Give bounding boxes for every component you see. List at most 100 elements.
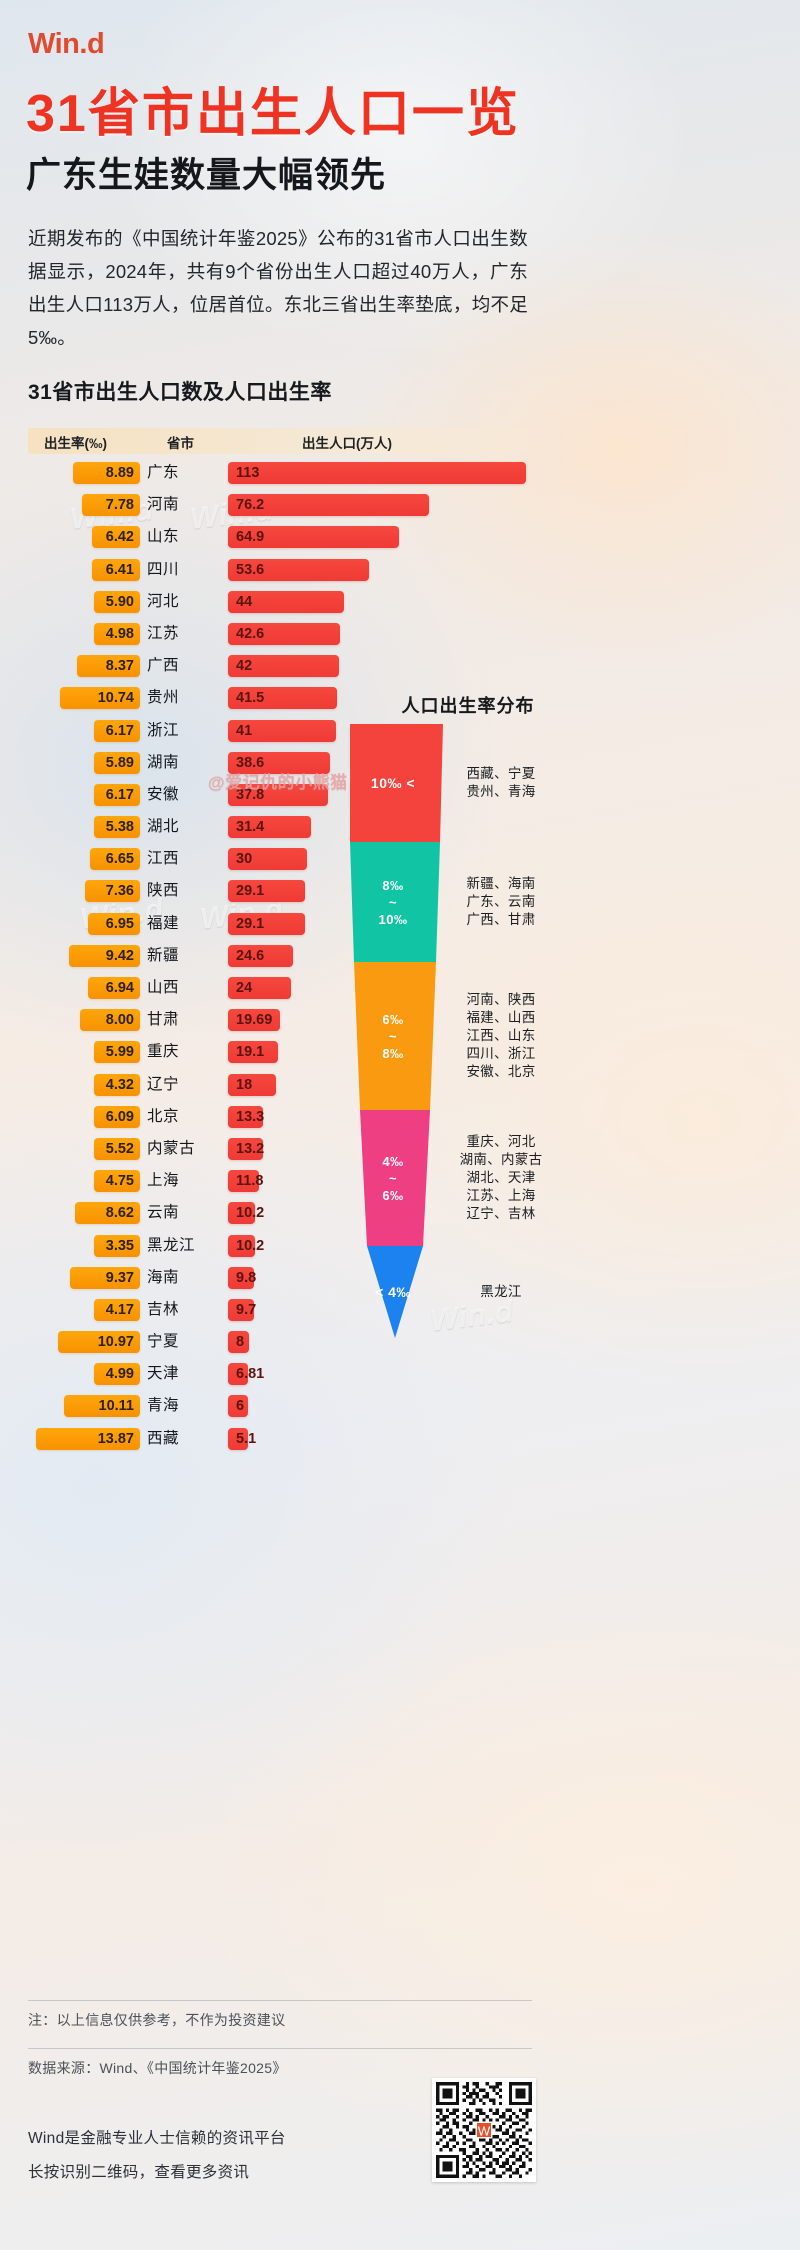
distribution-band: 6‰ ~8‰ 河南、陕西 福建、山西 江西、山东 四川、浙江 安徽、北京 — [350, 962, 560, 1110]
population-cell: 8 — [228, 1327, 548, 1357]
qr-code-image: W — [436, 2082, 532, 2178]
table-row: 5.52 内蒙古 13.2 — [0, 1134, 560, 1166]
rate-cell: 4.17 — [28, 1295, 140, 1325]
province-name: 上海 — [147, 1172, 180, 1190]
population-bar — [228, 719, 337, 742]
rate-value: 4.17 — [105, 1301, 134, 1318]
population-bar — [228, 462, 526, 484]
rate-value: 10.97 — [97, 1334, 134, 1351]
rate-value: 4.98 — [105, 625, 134, 642]
province-name: 山东 — [147, 528, 180, 546]
rate-value: 10.11 — [98, 1398, 135, 1415]
population-cell: 11.8 — [228, 1166, 548, 1196]
rate-bar — [77, 655, 140, 678]
rate-bar — [87, 912, 140, 935]
population-cell: 5.1 — [228, 1424, 548, 1454]
rate-cell: 6.41 — [28, 555, 140, 585]
rate-cell: 6.09 — [28, 1102, 140, 1132]
population-value: 24.6 — [236, 947, 265, 964]
table-row: 6.42 山东 64.9 — [0, 522, 560, 554]
population-bar — [228, 848, 308, 871]
population-value: 53.6 — [236, 561, 265, 578]
wind-logo: Win.d — [28, 28, 105, 60]
population-value: 19.1 — [236, 1044, 265, 1061]
rate-value: 6.94 — [105, 980, 134, 996]
table-row: 4.75 上海 11.8 — [0, 1166, 560, 1198]
province-name: 内蒙古 — [147, 1139, 196, 1157]
rate-bar — [80, 1009, 140, 1032]
band-shape — [354, 962, 436, 1110]
population-bar — [228, 1331, 250, 1354]
rate-cell: 7.78 — [28, 490, 140, 520]
rate-bar — [94, 622, 140, 645]
population-bar — [228, 622, 341, 645]
rate-bar — [59, 687, 140, 710]
column-header-province: 省市 — [167, 436, 194, 451]
rate-value: 6.42 — [105, 529, 134, 546]
distribution-title: 人口出生率分布 — [401, 696, 535, 716]
population-bar — [228, 1137, 263, 1160]
population-bar — [228, 751, 330, 774]
band-range-label: 8‰ ~10‰ — [378, 877, 408, 927]
rate-value: 9.37 — [105, 1269, 134, 1286]
rate-bar — [94, 1105, 140, 1128]
rate-bar — [93, 783, 140, 806]
data-source: 数据来源：Wind、《中国统计年鉴2025》 — [28, 2060, 287, 2076]
population-bar — [228, 1395, 248, 1418]
table-row: 6.17 浙江 41 — [0, 716, 560, 748]
table-row: 10.11 青海 6 — [0, 1391, 560, 1423]
population-bar — [228, 816, 311, 839]
rate-bar — [81, 494, 140, 517]
province-name: 江西 — [147, 850, 180, 868]
population-bar — [228, 977, 292, 999]
rate-bar — [94, 1137, 140, 1160]
rate-cell: 9.42 — [28, 941, 140, 971]
population-value: 29.1 — [236, 915, 265, 932]
population-value: 44 — [236, 593, 253, 610]
population-value: 38.6 — [236, 754, 265, 771]
rate-value: 5.89 — [105, 754, 134, 771]
population-cell: 76.2 — [228, 490, 548, 520]
table-row: 9.42 新疆 24.6 — [0, 941, 560, 973]
column-header-rate: 出生率(‰) — [44, 436, 107, 451]
population-bar — [228, 880, 305, 903]
table-row: 10.74 贵州 41.5 — [0, 683, 560, 715]
population-value: 41.5 — [236, 690, 265, 707]
population-cell: 10.2 — [228, 1231, 548, 1261]
table-row: 4.17 吉林 9.7 — [0, 1295, 560, 1327]
population-cell: 24 — [228, 973, 548, 1003]
province-name: 江苏 — [147, 624, 180, 642]
rate-value: 5.38 — [105, 819, 134, 836]
column-header-population: 出生人口(万人) — [302, 436, 392, 451]
table-row: 7.36 陕西 29.1 — [0, 876, 560, 908]
province-name: 辽宁 — [147, 1075, 180, 1093]
population-value: 76.2 — [236, 497, 265, 514]
population-cell: 37.8 — [228, 780, 548, 810]
chart-section-title: 31省市出生人口数及人口出生率 — [28, 381, 332, 404]
population-value: 6 — [236, 1398, 245, 1415]
rate-value: 5.90 — [105, 593, 134, 610]
band-range-label: < 4‰ — [375, 1283, 411, 1300]
province-name: 河北 — [147, 592, 180, 610]
rate-cell: 6.42 — [28, 522, 140, 552]
table-header-row: 出生率(‰) 省市 出生人口(万人) — [28, 428, 528, 454]
population-cell: 6.81 — [228, 1359, 548, 1389]
table-row: 5.90 河北 44 — [0, 587, 560, 619]
rate-bar — [73, 462, 140, 484]
table-row: 3.35 黑龙江 10.2 — [0, 1231, 560, 1263]
population-cell: 29.1 — [228, 876, 548, 906]
qr-code[interactable]: W — [432, 2078, 536, 2182]
band-range-label: 6‰ ~8‰ — [382, 1011, 404, 1061]
population-cell: 31.4 — [228, 812, 548, 842]
table-row: 6.95 福建 29.1 — [0, 909, 560, 941]
table-row: 4.32 辽宁 18 — [0, 1070, 560, 1102]
province-rows: 8.89 广东 113 7.78 河南 76.2 6.42 山东 64.9 6.41 四川 53.6 5… — [0, 458, 560, 1456]
band-range-label: 4‰ ~6‰ — [382, 1153, 404, 1203]
population-cell: 10.2 — [228, 1198, 548, 1228]
rate-bar — [94, 1234, 140, 1257]
table-row: 4.98 江苏 42.6 — [0, 619, 560, 651]
province-name: 黑龙江 — [147, 1236, 196, 1254]
rate-value: 7.78 — [105, 497, 134, 514]
population-cell: 19.1 — [228, 1037, 548, 1067]
population-value: 41 — [236, 722, 253, 739]
